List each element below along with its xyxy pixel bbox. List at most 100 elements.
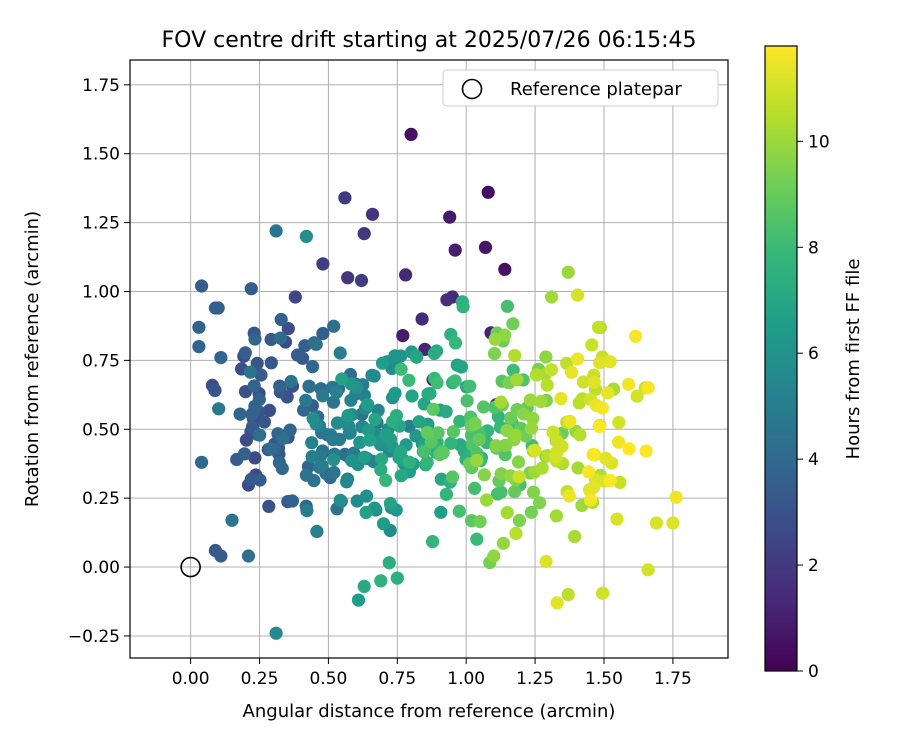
scatter-point xyxy=(326,395,341,409)
scatter-point xyxy=(463,379,477,393)
scatter-point xyxy=(195,455,209,469)
scatter-point xyxy=(357,579,371,594)
scatter-point xyxy=(208,383,222,397)
scatter-point xyxy=(570,288,585,302)
scatter-point xyxy=(587,375,601,389)
colorbar-label: Hours from first FF file xyxy=(843,259,864,460)
scatter-point xyxy=(307,474,321,488)
scatter-point xyxy=(316,389,330,403)
scatter-point xyxy=(305,450,319,464)
scatter-point xyxy=(351,593,366,607)
scatter-point xyxy=(225,513,239,527)
scatter-point xyxy=(448,243,462,257)
scatter-point xyxy=(354,273,369,288)
legend: Reference platepar xyxy=(442,69,719,107)
scatter-point xyxy=(310,524,324,539)
x-axis-label: Angular distance from reference (arcmin) xyxy=(243,701,616,722)
y-tick-label: −0.25 xyxy=(68,627,120,647)
scatter-point xyxy=(453,414,467,428)
scatter-point xyxy=(409,429,423,443)
scatter-point xyxy=(388,386,402,400)
scatter-point xyxy=(272,456,286,470)
colorbar-tick-label: 0 xyxy=(808,662,819,682)
scatter-point xyxy=(253,473,267,487)
scatter-point xyxy=(583,483,597,498)
y-tick-label: 1.75 xyxy=(82,76,120,96)
scatter-point xyxy=(357,227,371,241)
scatter-point xyxy=(254,368,268,382)
scatter-point xyxy=(306,411,320,425)
x-tick-label: 0.00 xyxy=(172,669,210,689)
scatter-point xyxy=(570,352,585,366)
scatter-point xyxy=(374,574,388,588)
scatter-point xyxy=(622,377,636,391)
scatter-point xyxy=(460,394,474,408)
scatter-point xyxy=(357,450,372,464)
legend-reference-marker xyxy=(461,78,483,100)
colorbar: 0 2 4 6 8 10 Hours from first FF file xyxy=(764,45,864,682)
scatter-point xyxy=(539,554,553,569)
scatter-point xyxy=(628,329,643,343)
scatter-point xyxy=(285,494,299,508)
scatter-point xyxy=(305,436,319,450)
scatter-point xyxy=(539,350,553,364)
chart-title: FOV centre drift starting at 2025/07/26 … xyxy=(162,28,697,53)
scatter-point xyxy=(444,436,458,450)
scatter-point xyxy=(649,516,664,530)
scatter-point xyxy=(487,347,502,361)
scatter-point xyxy=(596,586,610,600)
scatter-point xyxy=(247,379,261,393)
scatter-point xyxy=(290,348,305,362)
scatter-point xyxy=(327,453,341,467)
scatter-point xyxy=(456,300,470,314)
scatter-point xyxy=(405,389,419,403)
scatter-point xyxy=(443,210,457,224)
scatter-point xyxy=(639,444,653,458)
scatter-point xyxy=(489,439,503,453)
scatter-point xyxy=(448,336,463,350)
scatter-point xyxy=(563,414,577,428)
scatter-point xyxy=(439,405,453,419)
scatter-point xyxy=(375,356,390,370)
scatter-point xyxy=(641,381,655,395)
scatter-point xyxy=(440,293,454,307)
scatter-point xyxy=(402,455,416,469)
scatter-point xyxy=(446,425,460,439)
scatter-point xyxy=(524,421,539,435)
scatter-point xyxy=(367,369,381,383)
scatter-point xyxy=(341,271,355,285)
scatter-point xyxy=(595,401,609,415)
scatter-point xyxy=(550,596,564,610)
scatter-point xyxy=(269,224,283,238)
scatter-point xyxy=(572,396,586,410)
scatter-point xyxy=(506,317,520,331)
scatter-point xyxy=(468,417,482,431)
scatter-point xyxy=(498,262,512,276)
scatter-point xyxy=(571,461,585,475)
scatter-point xyxy=(262,403,277,417)
scatter-point xyxy=(382,556,396,570)
scatter-point xyxy=(326,433,340,447)
scatter-point xyxy=(299,229,313,243)
scatter-point xyxy=(363,433,377,447)
scatter-point xyxy=(524,505,539,519)
scatter-point xyxy=(281,322,295,336)
scatter-point xyxy=(470,453,484,467)
scatter-point xyxy=(338,191,352,205)
scatter-point xyxy=(253,428,267,442)
scatter-point xyxy=(470,532,484,546)
scatter-point xyxy=(544,363,559,377)
x-axis-ticks: 0.00 0.25 0.50 0.75 1.00 1.25 1.50 1.75 xyxy=(172,658,692,689)
scatter-point xyxy=(445,470,460,484)
scatter-point xyxy=(417,444,431,458)
scatter-point xyxy=(374,452,389,466)
scatter-point xyxy=(316,257,330,271)
scatter-point xyxy=(573,428,587,442)
scatter-point xyxy=(549,509,564,523)
grid xyxy=(130,60,728,658)
scatter-point xyxy=(585,338,599,352)
scatter-point xyxy=(434,505,448,519)
scatter-point xyxy=(302,380,316,394)
scatter-point xyxy=(612,415,626,430)
